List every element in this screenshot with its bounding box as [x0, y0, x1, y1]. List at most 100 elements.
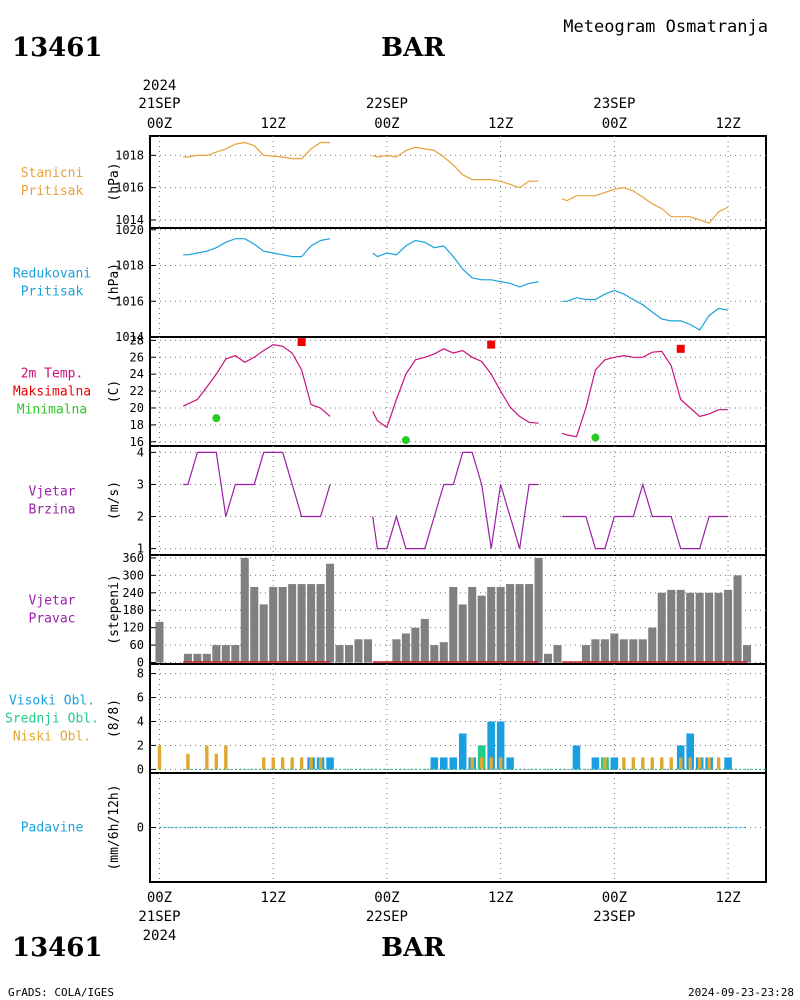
y-tick-label: 240 [122, 586, 144, 600]
cloud-bar [506, 757, 514, 770]
day-label-top: 21SEP [138, 96, 180, 112]
cloud-bar [603, 757, 607, 770]
cloud-bar [716, 757, 721, 770]
direction-bar [335, 645, 344, 663]
direction-bar [743, 645, 752, 663]
y-tick-label: 18 [130, 418, 144, 432]
y-tick-label: 8 [137, 667, 144, 681]
panel-label: Niski Obl. [13, 730, 91, 745]
panel-label: Pravac [29, 612, 76, 627]
tmax-marker [487, 340, 496, 349]
direction-bar [695, 592, 704, 663]
y-axis-label: (hPa) [107, 263, 122, 302]
cloud-bar [496, 721, 505, 770]
cloud-bar [299, 757, 304, 770]
cloud-bar [622, 757, 626, 770]
panel-label: Maksimalna [13, 385, 91, 400]
y-tick-label: 2 [137, 738, 144, 752]
series-line [183, 238, 331, 258]
cloud-bar [669, 757, 673, 770]
day-label-bottom: 22SEP [366, 909, 408, 925]
y-tick-label: 120 [122, 621, 144, 635]
hour-label-top: 12Z [488, 116, 513, 132]
cloud-bar [439, 757, 448, 770]
day-label-top: 22SEP [366, 96, 408, 112]
y-axis-label: (8/8) [107, 699, 122, 738]
cloud-bar [686, 733, 694, 770]
y-tick-label: 24 [130, 367, 144, 381]
y-tick-label: 1 [137, 542, 144, 556]
cloud-bar [679, 757, 683, 770]
day-label-bottom: 23SEP [593, 909, 635, 925]
panel-label: Minimalna [17, 403, 87, 418]
panel-cloud_cover [149, 663, 767, 774]
day-label-bottom: 21SEP [138, 909, 180, 925]
cloud-bar [631, 757, 636, 770]
direction-bar [240, 557, 249, 663]
direction-bar [354, 639, 363, 663]
series-line [372, 348, 539, 429]
direction-bar [269, 586, 278, 663]
y-tick-label: 1016 [115, 294, 144, 308]
direction-bar [686, 592, 695, 663]
series-line [562, 482, 729, 550]
y-axis-label: (m/s) [107, 481, 122, 520]
direction-bar [724, 589, 733, 663]
direction-bar [193, 653, 202, 663]
y-tick-label: 1018 [115, 148, 144, 162]
direction-bar [458, 604, 467, 663]
panel-label: Pritisak [21, 184, 84, 199]
cloud-bar [707, 757, 711, 770]
station-name-bottom: BAR [381, 933, 445, 963]
y-tick-label: 22 [130, 384, 144, 398]
direction-bar [581, 645, 590, 663]
panel-frame [149, 772, 767, 883]
y-tick-label: 2 [137, 510, 144, 524]
y-tick-label: 1014 [115, 213, 144, 227]
cloud-bar [498, 757, 503, 770]
hour-label-bottom: 12Z [488, 890, 513, 906]
direction-bar [401, 633, 410, 663]
direction-bar [183, 653, 192, 663]
direction-bar [202, 653, 211, 663]
panel-wind_speed [149, 445, 767, 556]
hour-label-top: 00Z [374, 116, 399, 132]
hour-label-top: 12Z [715, 116, 740, 132]
y-tick-label: 180 [122, 603, 144, 617]
direction-bar [411, 627, 420, 663]
y-tick-label: 1016 [115, 181, 144, 195]
cloud-bar [205, 745, 209, 770]
panel-frame [149, 445, 767, 556]
direction-bar [553, 645, 562, 663]
direction-bar [316, 584, 325, 663]
direction-bar [676, 589, 685, 663]
direction-bar [439, 642, 448, 663]
hour-label-bottom: 00Z [147, 890, 172, 906]
series-line [561, 186, 729, 224]
y-tick-label: 26 [130, 350, 144, 364]
panel-frame [149, 135, 767, 229]
tmax-marker [676, 344, 685, 353]
series-line [182, 343, 331, 417]
cloud-bar [309, 757, 313, 770]
panel-label: Brzina [29, 503, 76, 518]
direction-bar [155, 621, 164, 663]
cloud-bar [318, 757, 323, 770]
cloud-bar [724, 757, 732, 770]
tmax-marker [297, 338, 306, 347]
direction-bar [657, 592, 666, 663]
panel-frame [149, 663, 767, 774]
direction-bar [326, 563, 335, 663]
cloud-bar [326, 757, 334, 770]
y-tick-label: 0 [137, 821, 144, 835]
cloud-bar [610, 757, 619, 770]
panel-label: Pritisak [21, 285, 84, 300]
direction-bar [307, 584, 316, 663]
cloud-bar [458, 733, 467, 770]
direction-bar [544, 653, 553, 663]
cloud-bar [290, 757, 294, 770]
direction-bar [288, 584, 297, 663]
direction-bar [392, 639, 401, 663]
panel-frame [149, 336, 767, 447]
